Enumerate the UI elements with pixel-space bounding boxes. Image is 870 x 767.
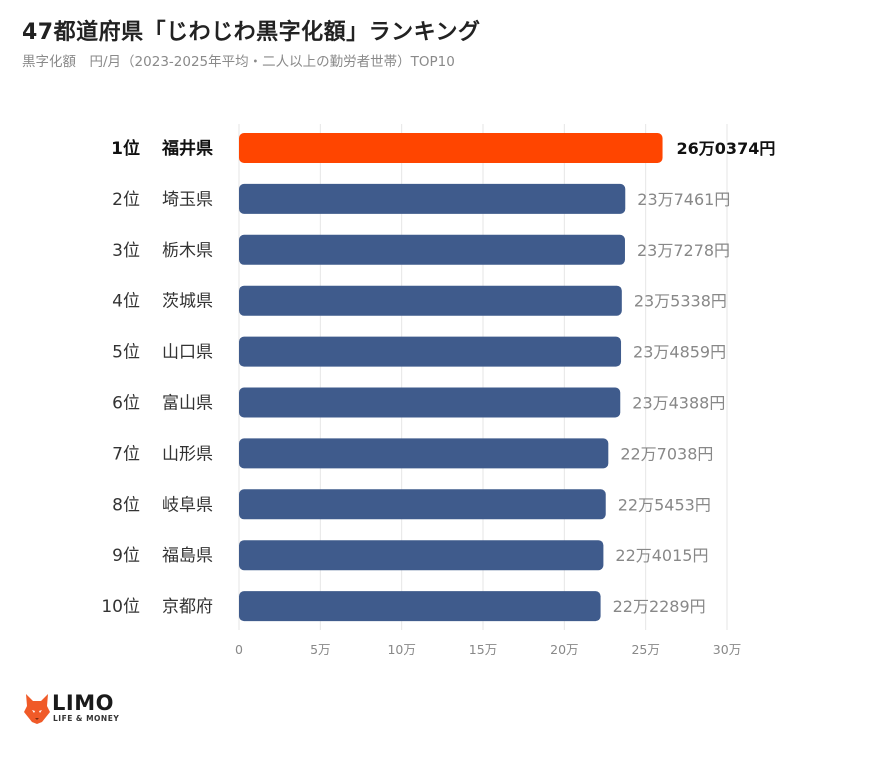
rank-label: 7位 (112, 444, 140, 464)
x-tick-label: 20万 (550, 642, 578, 657)
x-tick-label: 30万 (713, 642, 741, 657)
rank-label: 8位 (112, 495, 140, 515)
bar (239, 133, 663, 163)
value-label: 22万7038円 (620, 444, 713, 463)
category-label: 山口県 (162, 343, 213, 363)
category-label: 富山県 (162, 394, 213, 414)
category-label: 岐阜県 (162, 495, 213, 515)
bar (239, 387, 621, 418)
chart-subtitle: 黒字化額 円/月（2023-2025年平均・二人以上の勤労者世帯）TOP10 (22, 54, 455, 70)
category-label: 京都府 (162, 597, 213, 617)
category-label: 茨城県 (162, 292, 213, 312)
rank-label: 2位 (112, 190, 140, 210)
bar (239, 489, 606, 520)
x-tick-label: 5万 (310, 642, 330, 657)
fox-icon (24, 694, 50, 724)
chart-title: 47都道府県「じわじわ黒字化額」ランキング (22, 20, 481, 45)
category-label: 埼玉県 (162, 190, 213, 210)
category-label: 福島県 (162, 546, 213, 566)
bar (239, 183, 626, 214)
rank-label: 1位 (111, 138, 140, 159)
value-label: 23万7278円 (637, 241, 730, 260)
value-label: 22万4015円 (615, 546, 708, 565)
rank-label: 4位 (112, 292, 140, 312)
bars (239, 133, 663, 622)
value-label: 23万5338円 (634, 292, 727, 311)
x-axis-ticks: 0 5万 10万 15万 20万 25万 30万 (235, 642, 741, 657)
value-labels: 26万0374円 23万7461円 23万7278円 23万5338円 23万4859円… (613, 139, 776, 616)
x-tick-label: 25万 (631, 642, 659, 657)
bar (239, 591, 601, 622)
rank-label: 9位 (112, 546, 140, 566)
value-label: 23万7461円 (637, 190, 730, 209)
value-label: 23万4859円 (633, 343, 726, 362)
value-label: 22万2289円 (613, 597, 706, 616)
value-label: 26万0374円 (677, 139, 776, 158)
limo-logo: LIMO LIFE & MONEY (22, 690, 142, 730)
category-label: 山形県 (162, 444, 213, 464)
rank-label: 5位 (112, 343, 140, 363)
logo-name: LIMO (52, 691, 114, 715)
category-label: 福井県 (161, 138, 213, 159)
bar (239, 336, 622, 367)
x-tick-label: 0 (235, 642, 243, 657)
x-tick-label: 10万 (387, 642, 415, 657)
x-tick-label: 15万 (469, 642, 497, 657)
bar (239, 285, 622, 316)
category-labels: 1位 福井県 2位 埼玉県 3位 栃木県 4位 茨城県 5位 山口県 6位 富山県 7位 山形県 8位 岐阜県… (101, 138, 213, 617)
bar (239, 540, 604, 571)
bar (239, 234, 625, 265)
rank-label: 10位 (101, 597, 140, 617)
logo-tagline: LIFE & MONEY (53, 714, 120, 723)
bar-chart: 1位 福井県 2位 埼玉県 3位 栃木県 4位 茨城県 5位 山口県 6位 富山県 7位 山形県 8位 岐阜県… (101, 124, 776, 657)
value-label: 23万4388円 (632, 394, 725, 413)
bar (239, 438, 609, 469)
rank-label: 3位 (112, 241, 140, 261)
value-label: 22万5453円 (618, 495, 711, 514)
rank-label: 6位 (112, 394, 140, 414)
category-label: 栃木県 (162, 241, 213, 261)
